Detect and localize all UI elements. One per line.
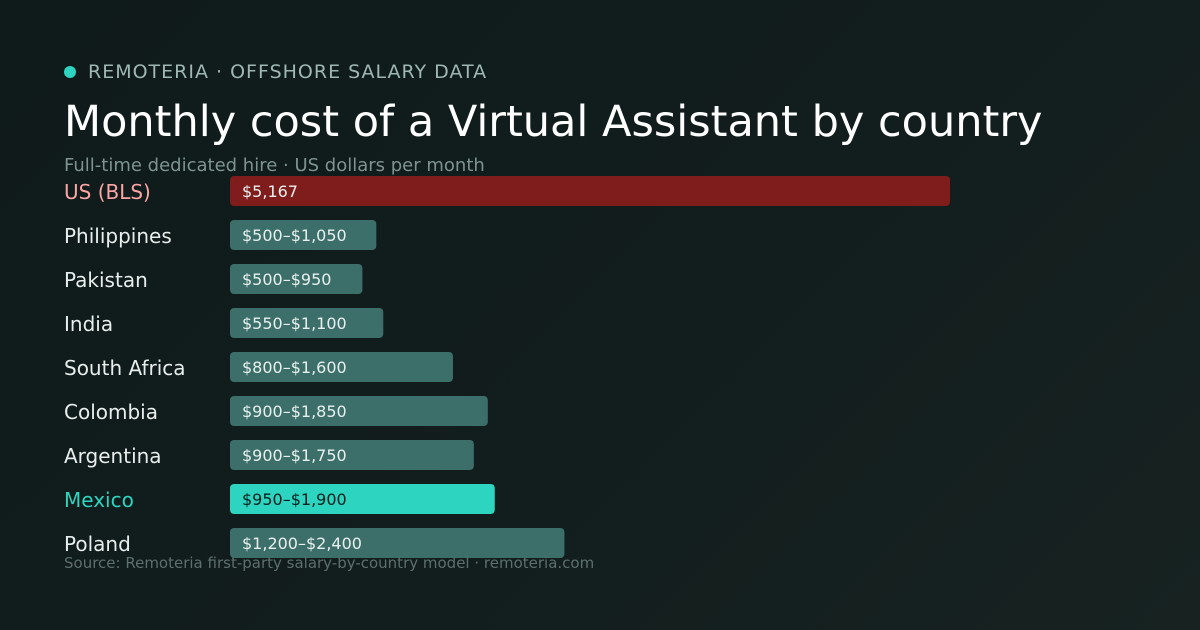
brand-dot-icon	[64, 66, 76, 78]
bar	[230, 220, 377, 250]
brand-label: REMOTERIA · OFFSHORE SALARY DATA	[88, 61, 488, 83]
bar	[230, 352, 453, 382]
bar-value-label: $900–$1,750	[242, 446, 347, 465]
bar-value-label: $900–$1,850	[242, 402, 347, 421]
category-label: India	[64, 312, 113, 336]
category-label: Philippines	[64, 224, 172, 248]
bar-value-label: $1,200–$2,400	[242, 534, 362, 553]
category-label: Mexico	[64, 488, 134, 512]
bar	[230, 440, 474, 470]
bar-value-label: $800–$1,600	[242, 358, 347, 377]
bar-value-label: $950–$1,900	[242, 490, 347, 509]
bar	[230, 176, 950, 206]
bar-value-label: $500–$1,050	[242, 226, 347, 245]
category-label: South Africa	[64, 356, 186, 380]
chart-title: Monthly cost of a Virtual Assistant by c…	[64, 97, 1043, 147]
bar	[230, 308, 384, 338]
category-label: US (BLS)	[64, 180, 151, 204]
bar-value-label: $500–$950	[242, 270, 331, 289]
category-label: Poland	[64, 532, 131, 556]
source-note: Source: Remoteria first-party salary-by-…	[64, 554, 595, 572]
category-label: Argentina	[64, 444, 162, 468]
bar	[230, 484, 495, 514]
brand-header: REMOTERIA · OFFSHORE SALARY DATA	[64, 60, 487, 84]
category-label: Colombia	[64, 400, 158, 424]
bar	[230, 264, 363, 294]
category-label: Pakistan	[64, 268, 148, 292]
chart-subtitle: Full-time dedicated hire · US dollars pe…	[64, 155, 485, 176]
bar-value-label: $5,167	[242, 182, 298, 201]
bar	[230, 396, 488, 426]
bar-value-label: $550–$1,100	[242, 314, 347, 333]
bar	[230, 528, 565, 558]
